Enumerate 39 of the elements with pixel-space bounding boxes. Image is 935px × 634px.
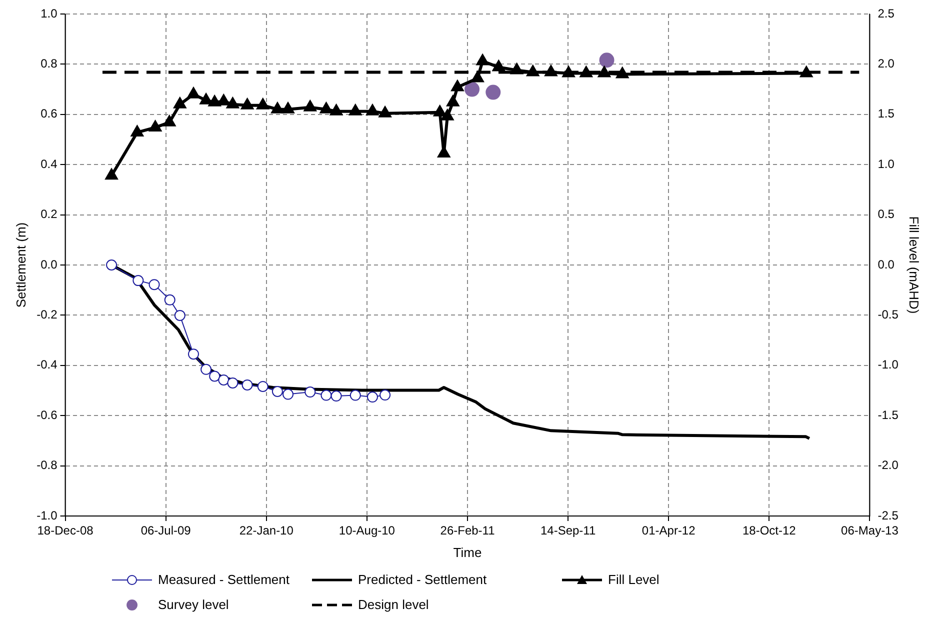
x-tick-label: 06-May-13: [841, 524, 899, 538]
y-tick-label: -0.6: [36, 408, 58, 422]
y-tick-label: -0.2: [36, 308, 58, 322]
y2-tick-label: 0.5: [878, 207, 895, 222]
y2-tick-label: -0.5: [878, 308, 899, 322]
x-axis-title: Time: [453, 544, 482, 560]
y-tick-label: 0.0: [40, 257, 58, 272]
y2-tick-label: 0.0: [878, 257, 895, 272]
y-tick-label: 1.0: [40, 6, 58, 20]
y-tick-label: -1.0: [36, 508, 58, 522]
y2-tick-label: -1.5: [878, 408, 899, 422]
y-tick-label: 0.6: [40, 106, 58, 121]
x-tick-label: 14-Sep-11: [540, 524, 596, 538]
x-tick-label: 22-Jan-10: [239, 524, 294, 538]
y2-tick-label: 2.0: [878, 56, 895, 71]
x-tick-label: 26-Feb-11: [440, 524, 496, 538]
y-tick-label: -0.8: [36, 458, 58, 472]
y2-tick-label: -1.0: [878, 358, 899, 372]
y2-tick-label: 1.0: [878, 156, 895, 171]
legend-label: Survey level: [158, 597, 229, 612]
y-tick-label: 0.2: [40, 207, 58, 222]
x-tick-label: 10-Aug-10: [338, 524, 396, 538]
y-tick-label: -0.4: [36, 358, 58, 372]
x-tick-label: 06-Jul-09: [140, 524, 192, 538]
y2-axis-title: Fill level (mAHD): [906, 216, 922, 314]
legend-label: Design level: [358, 597, 429, 612]
legend-label: Predicted - Settlement: [358, 572, 487, 587]
y-tick-label: 0.4: [40, 156, 58, 171]
y2-tick-label: -2.5: [878, 508, 899, 522]
legend-label: Fill Level: [608, 572, 660, 587]
x-tick-label: 18-Oct-12: [742, 524, 796, 538]
x-tick-label: 18-Dec-08: [37, 524, 94, 538]
y2-tick-label: 2.5: [878, 6, 895, 20]
x-tick-label: 01-Apr-12: [642, 524, 696, 538]
legend-label: Measured - Settlement: [158, 572, 290, 587]
y2-tick-label: -2.0: [878, 458, 899, 472]
y2-tick-label: 1.5: [878, 106, 895, 121]
y-tick-label: 0.8: [40, 56, 58, 71]
y-axis-title: Settlement (m): [13, 222, 28, 308]
